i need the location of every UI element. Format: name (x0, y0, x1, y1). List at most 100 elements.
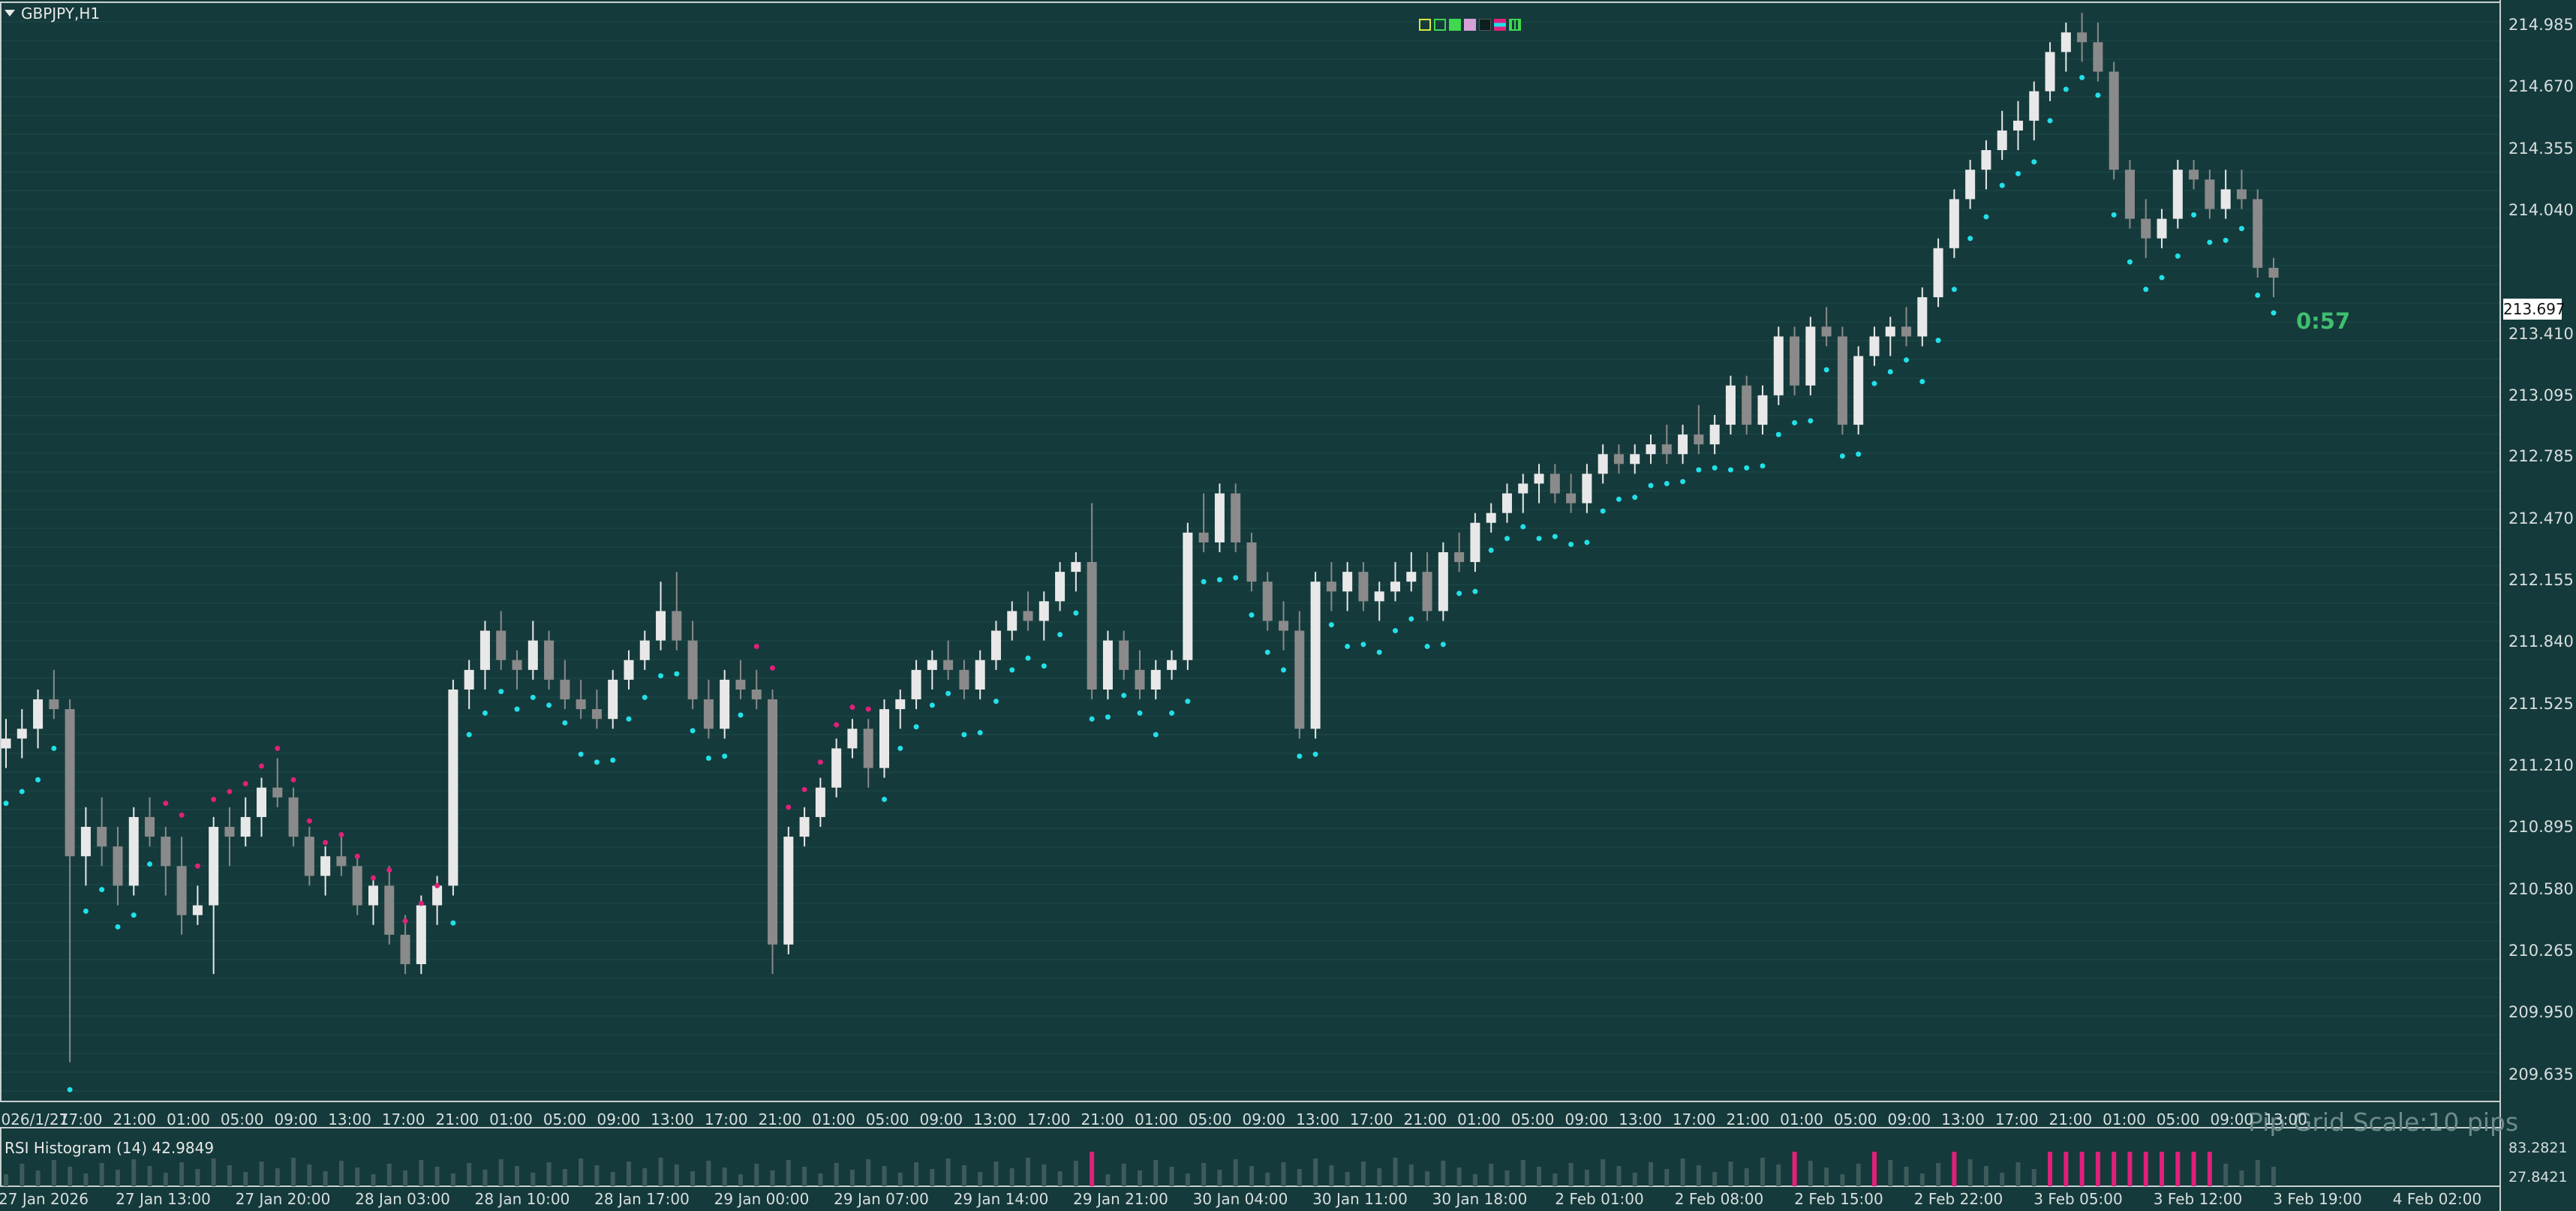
rsi-bar (1281, 1162, 1286, 1186)
sar-dot (786, 804, 792, 810)
rsi-bar (546, 1162, 552, 1186)
sar-dot (115, 924, 121, 930)
rsi-bar (1345, 1172, 1350, 1186)
rsi-bar (307, 1164, 312, 1186)
candle-body (1214, 493, 1225, 542)
date-tick-label: 30 Jan 11:00 (1312, 1190, 1408, 1208)
sar-dot (1648, 482, 1654, 488)
candle-body (2077, 32, 2088, 43)
rsi-bar (2048, 1152, 2053, 1186)
time-tick-label: 13:00 (328, 1110, 371, 1128)
rsi-bar (179, 1162, 185, 1186)
candle-body (1, 738, 11, 749)
candle-body (1167, 660, 1177, 670)
dropdown-triangle-icon[interactable] (5, 10, 15, 17)
date-tick-label: 3 Feb 19:00 (2273, 1190, 2362, 1208)
rsi-bar (227, 1165, 232, 1186)
rsi-bar (1504, 1170, 1510, 1186)
sar-dot (242, 780, 248, 786)
green-grid-icon[interactable] (1509, 19, 1521, 31)
cyan-bars-icon[interactable] (1494, 19, 1506, 31)
rsi-bar (1856, 1164, 1861, 1186)
candle-body (432, 885, 443, 906)
candle-body (1933, 248, 1943, 298)
sar-dot (2111, 212, 2117, 218)
sar-dot (610, 757, 616, 763)
sar-dot (2047, 118, 2053, 124)
candle-body (847, 729, 858, 749)
pink-square-icon[interactable] (1464, 19, 1476, 31)
rsi-bar (1584, 1170, 1589, 1186)
rsi-bar (115, 1170, 120, 1186)
time-tick-label: 05:00 (220, 1110, 264, 1128)
symbol-text: GBPJPY,H1 (21, 5, 101, 23)
candle-body (145, 816, 155, 837)
rsi-bar (195, 1169, 200, 1186)
rsi-bar (259, 1161, 264, 1186)
time-tick-label: 17:00 (1672, 1110, 1716, 1128)
candle-body (544, 640, 555, 680)
rsi-bar (1057, 1171, 1063, 1186)
yellow-square-icon[interactable] (1419, 19, 1431, 31)
time-tick-label: 01:00 (489, 1110, 533, 1128)
candle-body (1917, 297, 1928, 337)
rsi-bar (674, 1164, 679, 1186)
rsi-bar (1201, 1163, 1207, 1186)
date-tick-label: 28 Jan 03:00 (355, 1190, 450, 1208)
sar-dot (514, 706, 520, 712)
candle-body (1135, 669, 1145, 690)
symbol-label[interactable]: GBPJPY,H1 (5, 5, 100, 23)
candle-body (975, 660, 985, 690)
candle-body (927, 660, 937, 670)
rsi-bar (1249, 1166, 1254, 1186)
rsi-bar (866, 1159, 871, 1186)
candle-body (1342, 572, 1353, 592)
dark-square-icon[interactable] (1479, 19, 1491, 31)
candle-body (496, 630, 506, 660)
candle-body (1231, 493, 1241, 542)
candle-body (1709, 425, 1720, 445)
sar-dot (753, 643, 759, 649)
green-filled-square-icon[interactable] (1449, 19, 1461, 31)
candle-body (464, 669, 474, 690)
date-tick-label: 2 Feb 01:00 (1555, 1190, 1644, 1208)
sar-dot (1744, 465, 1750, 471)
time-tick-label: 05:00 (1188, 1110, 1232, 1128)
sar-dot (1632, 494, 1638, 500)
sar-dot (1584, 539, 1590, 545)
time-tick-label: 01:00 (167, 1110, 210, 1128)
time-tick-label: 21:00 (113, 1110, 157, 1128)
candle-body (1869, 336, 1880, 356)
green-square-icon[interactable] (1434, 19, 1446, 31)
candle-body (1007, 611, 1017, 631)
candle-body (1630, 454, 1640, 464)
rsi-bar (498, 1159, 503, 1186)
candle-body (911, 669, 921, 700)
candle-body (368, 885, 378, 906)
sar-dot (1792, 419, 1798, 425)
candle-body (512, 660, 522, 670)
sar-dot (945, 690, 951, 696)
candle-body (1981, 150, 1991, 170)
sar-dot (1393, 628, 1399, 634)
sar-dot (1249, 612, 1255, 618)
sar-dot (834, 722, 840, 728)
candle-body (1374, 591, 1384, 602)
candle-body (2205, 179, 2215, 209)
sar-dot (1105, 714, 1111, 720)
rsi-bar (562, 1169, 567, 1186)
rsi-bar (1360, 1161, 1366, 1186)
sar-dot (83, 908, 89, 914)
candle-body (2060, 32, 2071, 53)
time-tick-label: 13:00 (1619, 1110, 1662, 1128)
price-tick-label: 214.985 (2508, 16, 2574, 35)
price-tick-label: 209.635 (2508, 1065, 2574, 1083)
rsi-bar (1983, 1166, 1988, 1186)
sar-dot (2095, 92, 2101, 98)
rsi-bar (993, 1161, 999, 1186)
rsi-bar (1824, 1167, 1829, 1186)
rsi-bar (386, 1164, 392, 1186)
